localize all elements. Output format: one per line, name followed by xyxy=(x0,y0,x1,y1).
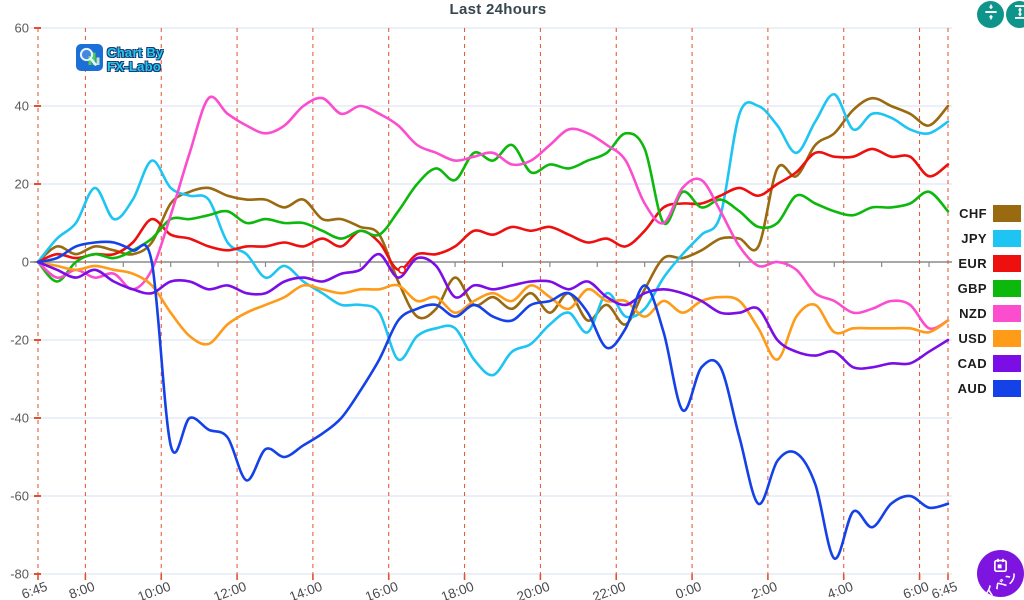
legend-item-aud[interactable]: AUD xyxy=(958,380,1021,397)
x-tick-label: 22:00 xyxy=(591,579,628,600)
legend-label: CAD xyxy=(957,356,987,371)
legend-swatch xyxy=(993,330,1021,347)
x-tick-label: 6:45 xyxy=(929,579,959,600)
series-line-cad[interactable] xyxy=(36,252,950,370)
series-line-jpy[interactable] xyxy=(36,93,950,377)
page-title: Last 24hours xyxy=(449,1,547,18)
legend-swatch xyxy=(993,355,1021,372)
legend-label: AUD xyxy=(957,381,987,396)
legend-swatch xyxy=(993,205,1021,222)
x-tick-label: 10:00 xyxy=(136,579,173,600)
y-tick-label: 60 xyxy=(15,21,29,36)
legend-label: GBP xyxy=(957,281,987,296)
legend-swatch xyxy=(993,305,1021,322)
legend-item-cad[interactable]: CAD xyxy=(958,355,1021,372)
legend-swatch xyxy=(993,380,1021,397)
x-tick-label: 0:00 xyxy=(674,579,704,600)
series-line-eur[interactable] xyxy=(36,147,950,272)
collapse-vertical-icon xyxy=(983,4,999,25)
legend-label: JPY xyxy=(961,231,987,246)
series-line-chf[interactable] xyxy=(36,96,950,326)
y-tick-label: 20 xyxy=(15,177,29,192)
legend-label: EUR xyxy=(958,256,987,271)
legend-item-gbp[interactable]: GBP xyxy=(958,280,1021,297)
legend-label: NZD xyxy=(959,306,987,321)
legend-item-nzd[interactable]: NZD xyxy=(958,305,1021,322)
y-tick-label: 40 xyxy=(15,99,29,114)
y-tick-label: 0 xyxy=(22,255,29,270)
legend-item-jpy[interactable]: JPY xyxy=(958,230,1021,247)
legend-label: USD xyxy=(958,331,987,346)
x-tick-label: 4:00 xyxy=(825,579,855,600)
watermark: Chart By FX-Labo xyxy=(76,44,164,76)
fx-labo-logo-icon xyxy=(76,44,103,76)
series-line-usd[interactable] xyxy=(36,260,950,361)
x-tick-label: 8:00 xyxy=(67,579,97,600)
legend-swatch xyxy=(993,230,1021,247)
watermark-text: Chart By FX-Labo xyxy=(107,45,164,74)
point-marker xyxy=(397,265,406,274)
x-tick-label: 6:00 xyxy=(901,579,931,600)
x-tick-label: 6:45 xyxy=(19,579,49,600)
event-button[interactable]: イベン xyxy=(977,550,1024,597)
legend-item-usd[interactable]: USD xyxy=(958,330,1021,347)
y-tick-label: -20 xyxy=(10,333,29,348)
expand-vertical-icon xyxy=(1012,4,1024,25)
calendar-icon xyxy=(992,557,1009,579)
collapse-vertical-button[interactable] xyxy=(977,1,1004,28)
x-tick-label: 16:00 xyxy=(363,579,400,600)
series-line-gbp[interactable] xyxy=(36,131,950,283)
series-line-aud[interactable] xyxy=(36,240,950,560)
x-tick-label: 18:00 xyxy=(439,579,476,600)
expand-vertical-button[interactable] xyxy=(1006,1,1024,28)
y-tick-label: -40 xyxy=(10,411,29,426)
legend-item-chf[interactable]: CHF xyxy=(958,205,1021,222)
legend-label: CHF xyxy=(959,206,987,221)
y-tick-label: -60 xyxy=(10,489,29,504)
legend-swatch xyxy=(993,280,1021,297)
legend-swatch xyxy=(993,255,1021,272)
x-tick-label: 20:00 xyxy=(515,579,552,600)
x-tick-label: 2:00 xyxy=(749,579,779,600)
x-tick-label: 14:00 xyxy=(287,579,324,600)
x-tick-label: 12:00 xyxy=(211,579,248,600)
legend: CHF JPY EUR GBP NZD USD CAD AUD xyxy=(958,205,1021,397)
legend-item-eur[interactable]: EUR xyxy=(958,255,1021,272)
series-line-nzd[interactable] xyxy=(36,95,950,331)
y-tick-label: -80 xyxy=(10,567,29,582)
